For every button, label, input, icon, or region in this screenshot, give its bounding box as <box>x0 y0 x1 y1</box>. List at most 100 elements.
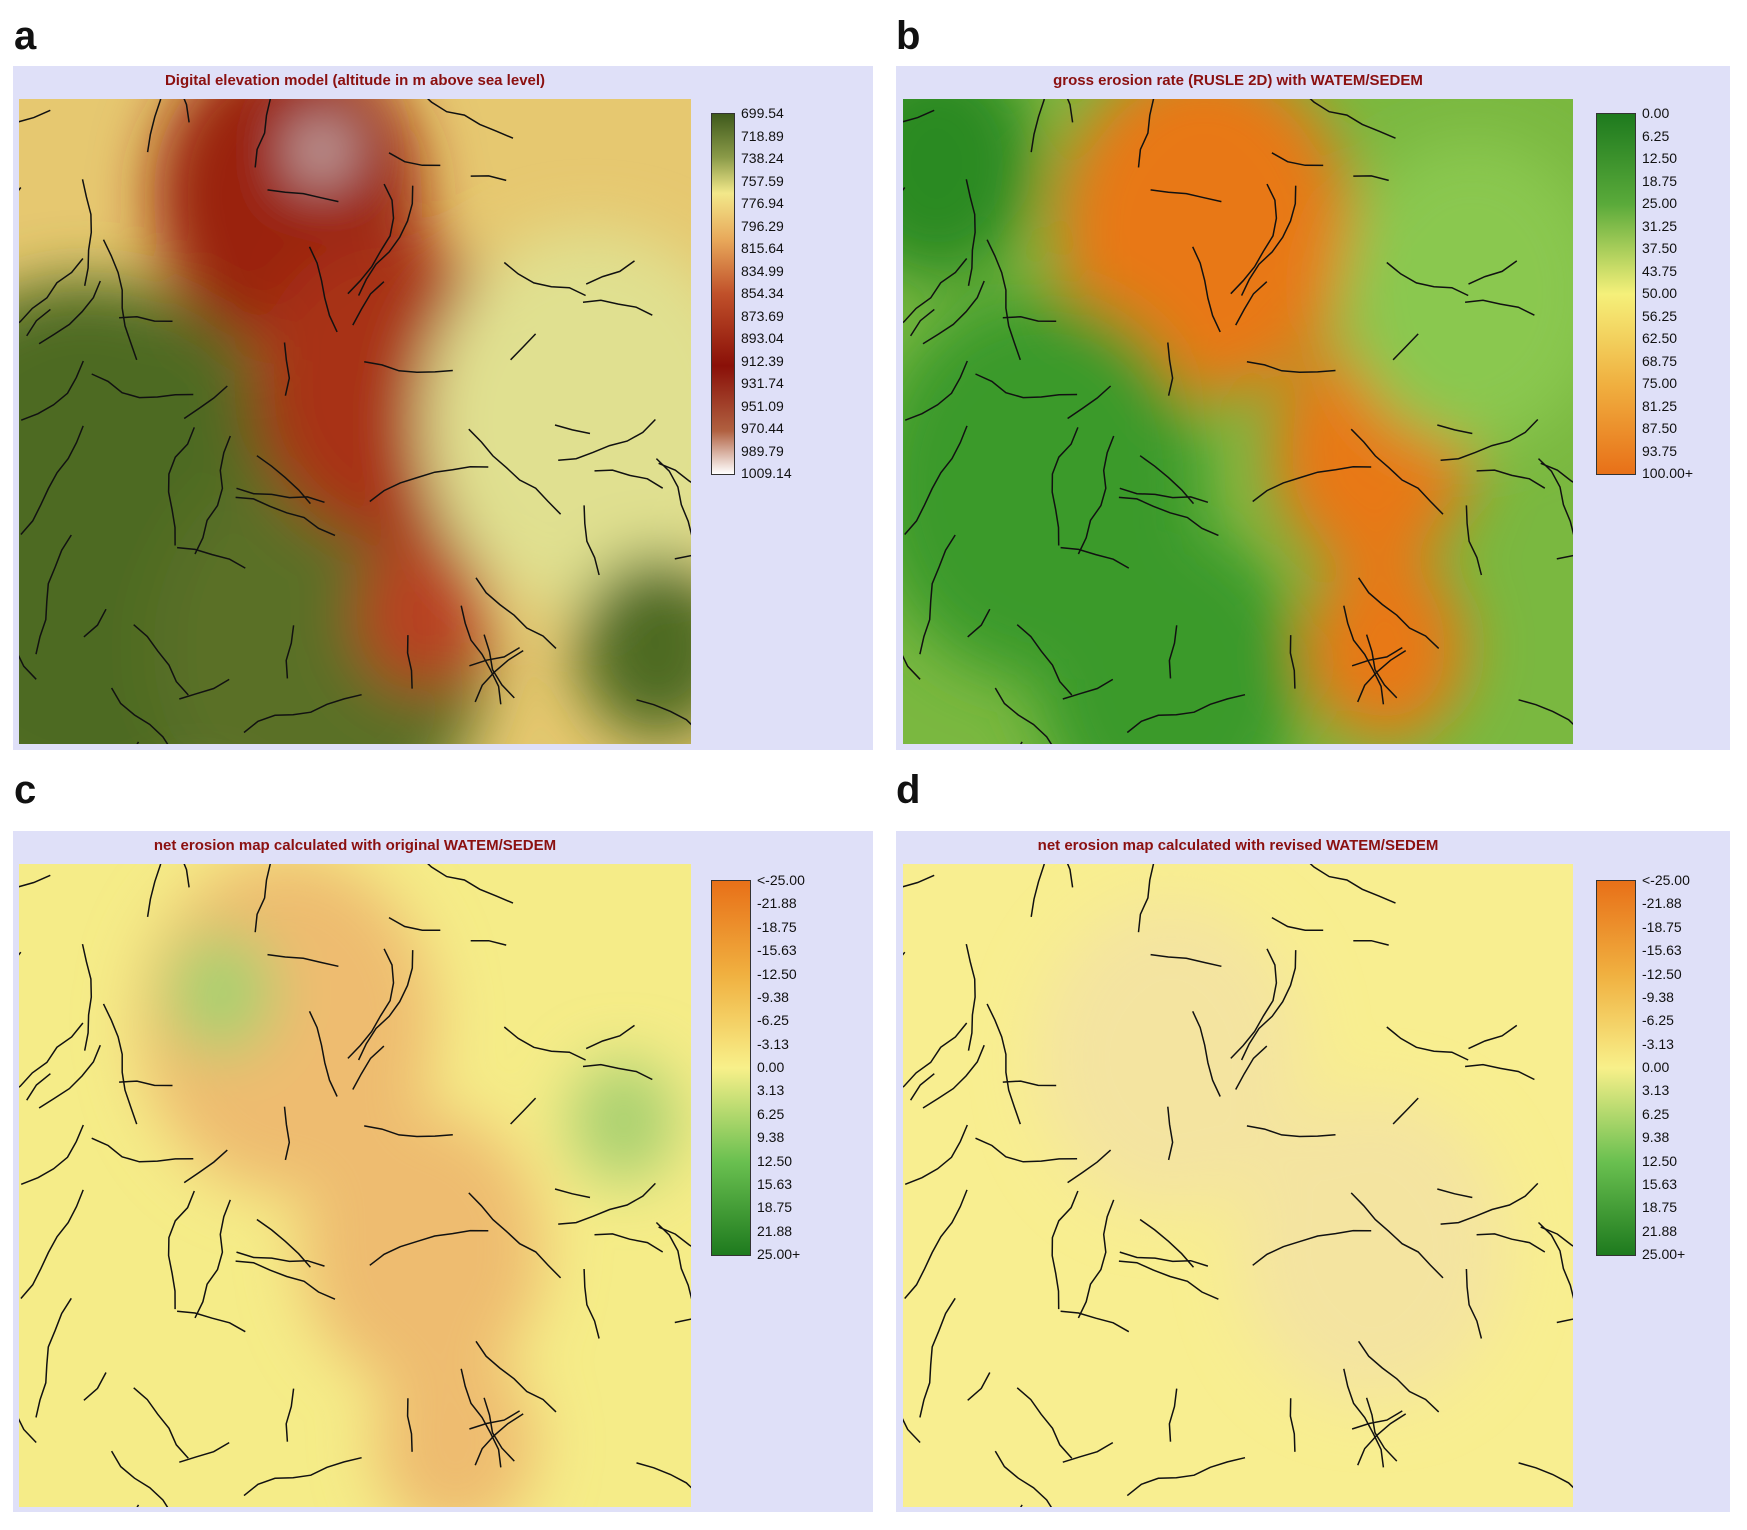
stream <box>179 678 230 700</box>
legend-label: 912.39 <box>741 352 784 369</box>
legend-label: -18.75 <box>1642 918 1682 935</box>
stream <box>352 1045 385 1090</box>
stream <box>102 1003 138 1125</box>
stream <box>26 1073 51 1101</box>
legend-label: 3.13 <box>757 1082 785 1099</box>
stream <box>1246 1125 1336 1138</box>
legend-label: 15.63 <box>1642 1175 1678 1192</box>
legend-label: -6.25 <box>757 1012 789 1029</box>
terrain-zone <box>1305 554 1466 741</box>
map <box>19 864 691 1507</box>
map-panel: Digital elevation model (altitude in m a… <box>13 66 873 750</box>
legend-label: 12.50 <box>1642 150 1678 166</box>
stream <box>674 1318 691 1324</box>
stream <box>119 1080 173 1087</box>
map-panel: net erosion map calculated with revised … <box>896 831 1730 1512</box>
legend-label: 970.44 <box>741 420 784 436</box>
stream <box>235 1260 336 1300</box>
stream <box>236 1251 325 1267</box>
legend-label: 21.88 <box>757 1222 793 1239</box>
legend-label: <-25.00 <box>757 872 805 888</box>
legend-label: 50.00 <box>1642 285 1678 301</box>
legend-label: 93.75 <box>1642 442 1678 459</box>
stream <box>1230 183 1278 295</box>
stream <box>1030 99 1045 153</box>
stream <box>658 1226 691 1247</box>
stream <box>1468 1024 1518 1050</box>
stream <box>1118 496 1219 537</box>
stream <box>903 874 935 888</box>
stream <box>919 534 956 655</box>
stream <box>1465 299 1535 316</box>
legend-label: 25.00+ <box>1642 1246 1686 1262</box>
legend-label: 6.25 <box>757 1105 785 1122</box>
stream <box>283 1106 291 1161</box>
stream <box>468 1192 562 1279</box>
stream <box>1465 1063 1535 1081</box>
stream <box>965 179 976 286</box>
stream <box>243 1456 362 1497</box>
stream <box>1051 1190 1079 1310</box>
stream <box>235 496 336 537</box>
stream <box>285 1388 295 1442</box>
stream <box>1465 1268 1483 1339</box>
terrain-zone <box>301 1110 544 1389</box>
stream <box>19 874 51 888</box>
legend-label: 56.25 <box>1642 307 1678 324</box>
stream <box>636 1462 691 1489</box>
panel-letter: a <box>14 14 37 58</box>
stream <box>903 1022 968 1088</box>
legend-label: -12.50 <box>757 965 797 982</box>
stream <box>1240 950 1297 1061</box>
map-panel: net erosion map calculated with original… <box>13 831 873 1512</box>
legend-label: -6.25 <box>1642 1012 1674 1029</box>
stream <box>583 505 600 576</box>
stream <box>903 654 921 680</box>
stream <box>81 179 93 286</box>
stream <box>1060 546 1130 569</box>
legend-label: -3.13 <box>757 1035 789 1052</box>
legend-label: 931.74 <box>741 375 784 391</box>
stream <box>474 649 524 703</box>
legend-label: 6.25 <box>1642 127 1670 144</box>
stream <box>994 687 1053 744</box>
legend-label: 87.50 <box>1642 420 1678 436</box>
terrain-zone <box>1238 1095 1506 1405</box>
stream <box>1150 189 1222 203</box>
stream <box>922 280 985 345</box>
legend-label: 18.75 <box>1642 1199 1678 1216</box>
stream <box>1357 1413 1407 1466</box>
legend-label: 873.69 <box>741 307 784 324</box>
legend-label: 12.50 <box>757 1152 793 1169</box>
legend-label: 718.89 <box>741 127 784 144</box>
stream <box>81 943 93 1051</box>
stream <box>1016 624 1073 696</box>
stream <box>967 608 991 638</box>
stream <box>583 1268 600 1339</box>
stream <box>110 687 169 744</box>
stream <box>183 99 190 123</box>
stream <box>475 577 557 649</box>
stream <box>919 1297 956 1418</box>
stream <box>38 1044 101 1109</box>
stream <box>83 608 107 638</box>
stream <box>967 1372 991 1401</box>
legend-label: 0.00 <box>757 1059 785 1075</box>
legend-label: 893.04 <box>741 330 784 346</box>
stream <box>1271 152 1324 167</box>
stream <box>1252 466 1372 503</box>
legend-label: 989.79 <box>741 442 784 459</box>
stream <box>554 424 591 435</box>
map-title: Digital elevation model (altitude in m a… <box>164 72 546 89</box>
legend-label: 75.00 <box>1642 375 1678 391</box>
terrain-zone <box>1338 137 1573 448</box>
stream <box>1465 505 1483 576</box>
stream <box>1066 864 1074 888</box>
legend-label: -21.88 <box>1642 895 1682 912</box>
stream <box>119 316 173 322</box>
stream <box>1067 385 1112 420</box>
stream <box>20 1189 84 1299</box>
stream <box>406 1398 413 1452</box>
stream <box>558 418 656 461</box>
stream <box>110 1450 169 1507</box>
